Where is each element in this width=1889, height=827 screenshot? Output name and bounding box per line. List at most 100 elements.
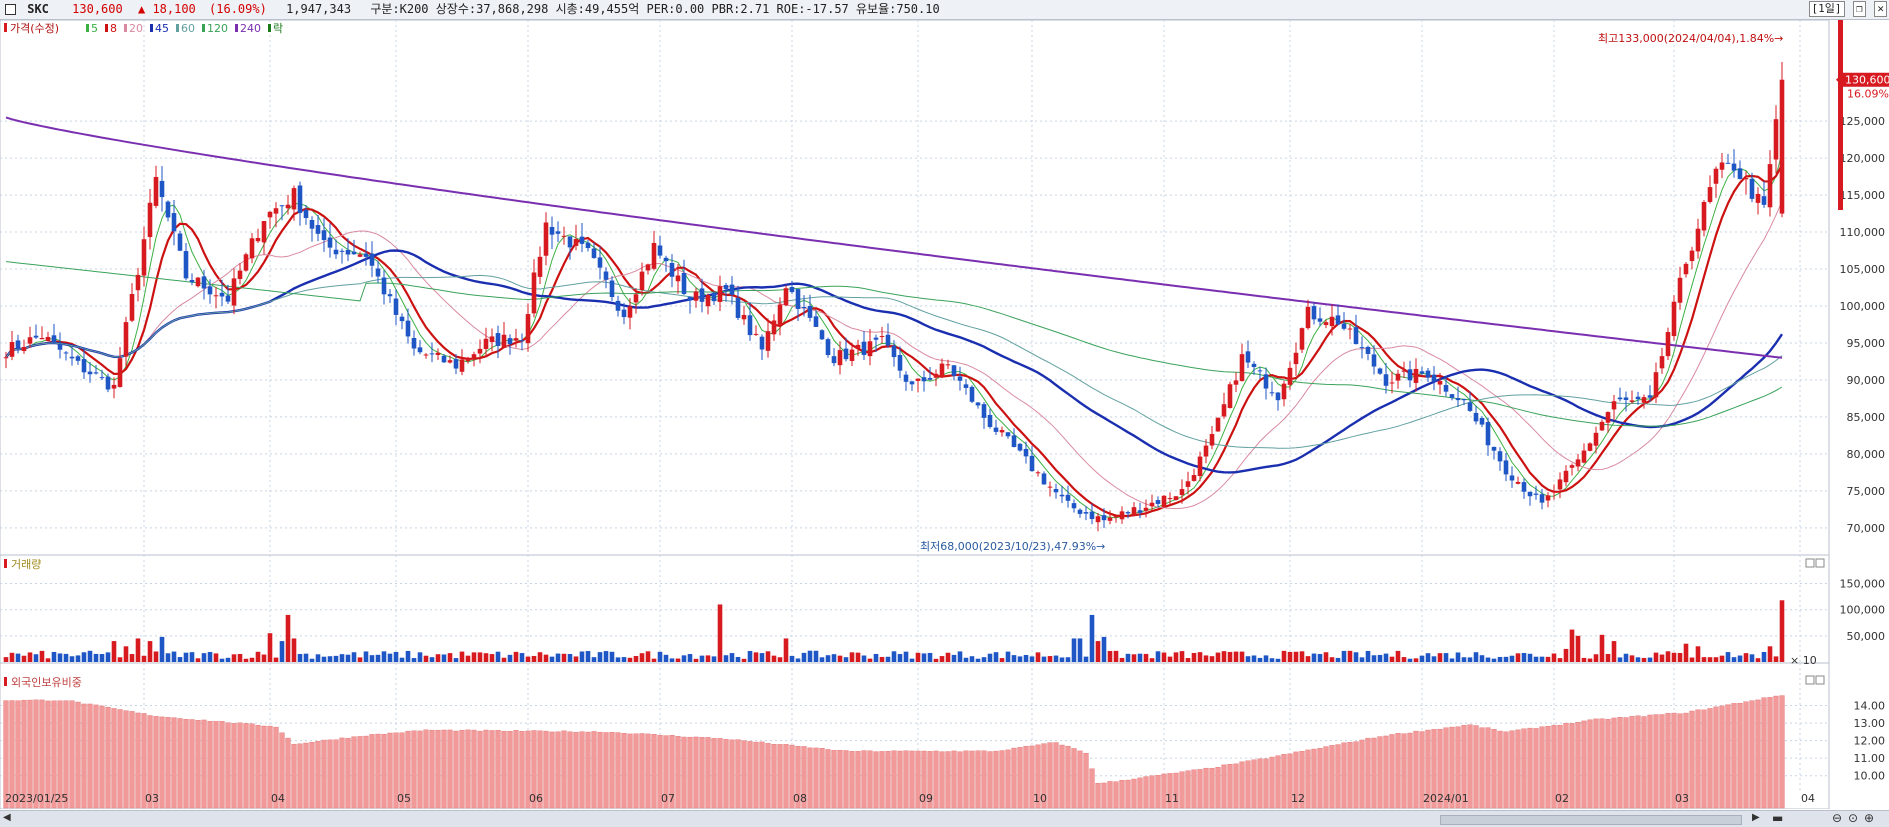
foreign-bar xyxy=(1071,748,1077,809)
foreign-bar xyxy=(1095,782,1101,809)
volume-bar xyxy=(651,658,657,662)
foreign-bar xyxy=(951,750,957,809)
volume-bar xyxy=(471,652,477,662)
volume-bar xyxy=(681,655,687,662)
volume-bar xyxy=(1155,651,1161,662)
volume-bar xyxy=(1149,658,1155,662)
foreign-bar xyxy=(519,731,525,809)
zoom-reset-icon[interactable]: ⊙ xyxy=(1848,811,1859,825)
scroll-left-icon[interactable]: ◀ xyxy=(3,812,11,823)
volume-bar xyxy=(1083,656,1089,662)
volume-bar xyxy=(1575,635,1581,662)
pane-close-icon[interactable] xyxy=(1815,558,1825,568)
volume-bar xyxy=(885,656,891,662)
foreign-bar xyxy=(1419,731,1425,809)
zoom-out-icon[interactable]: ⊖ xyxy=(1832,811,1843,825)
candle-body xyxy=(411,337,417,349)
window-menu-icon[interactable] xyxy=(5,4,16,15)
candle-body xyxy=(489,336,495,343)
zoom-in-icon[interactable]: ⊕ xyxy=(1864,811,1875,825)
volume-bar xyxy=(1677,652,1683,662)
foreign-bar xyxy=(1599,718,1605,809)
pane-restore-icon[interactable] xyxy=(1805,558,1815,568)
foreign-bar xyxy=(1227,763,1233,809)
foreign-bar xyxy=(699,737,705,809)
volume-bar xyxy=(615,657,621,662)
foreign-bar xyxy=(1521,728,1527,809)
candle-body xyxy=(783,288,789,306)
candle-body xyxy=(543,222,549,256)
candle-body xyxy=(951,365,957,376)
foreign-bar xyxy=(225,722,231,809)
zoom-slider-icon[interactable]: ▬ xyxy=(1772,811,1784,825)
foreign-bar xyxy=(435,729,441,809)
candle-body xyxy=(63,352,69,354)
volume-bar xyxy=(741,658,747,662)
pane-controls xyxy=(1805,558,1825,685)
volume-bar xyxy=(585,651,591,662)
candle-body xyxy=(57,344,63,350)
candle-body xyxy=(1455,398,1461,401)
scroll-bar[interactable]: ◀ ▶ ▬ ⊖ ⊙ ⊕ xyxy=(0,810,1889,827)
foreign-bar xyxy=(1011,747,1017,809)
volume-bar xyxy=(813,650,819,662)
candle-body xyxy=(1149,502,1155,507)
y-tick-label: 110,000 xyxy=(1840,226,1886,239)
foreign-bar xyxy=(705,737,711,809)
pane-close-icon[interactable] xyxy=(1815,675,1825,685)
candle-body xyxy=(1767,164,1773,208)
foreign-bar xyxy=(1533,728,1539,809)
candle-body xyxy=(249,238,255,259)
volume-bar xyxy=(1467,657,1473,662)
foreign-bar xyxy=(1527,727,1533,809)
foreign-bar xyxy=(927,751,933,809)
candle-body xyxy=(1389,382,1395,384)
foreign-bar xyxy=(819,748,825,809)
candle-body xyxy=(1383,374,1389,386)
volume-bar xyxy=(1413,658,1419,662)
stock-name: SKC xyxy=(27,2,49,16)
candle-body xyxy=(621,309,627,318)
candle-body xyxy=(465,358,471,362)
scroll-right-icon[interactable]: ▶ xyxy=(1752,812,1760,823)
period-button[interactable]: [1일] xyxy=(1808,1,1845,17)
close-icon[interactable]: ✕ xyxy=(1874,1,1887,17)
foreign-bar xyxy=(1143,776,1149,809)
volume-bar xyxy=(1323,652,1329,662)
price-legend: 가격(수정) 5 8 20 45 60 120 240 락 xyxy=(4,22,283,35)
pane-restore-icon[interactable] xyxy=(1805,675,1815,685)
candle-body xyxy=(561,235,567,237)
foreign-bar xyxy=(1359,739,1365,809)
volume-bar xyxy=(657,651,663,662)
foreign-bar xyxy=(417,730,423,809)
volume-bar xyxy=(1089,614,1095,662)
volume-bar xyxy=(135,638,141,662)
candle-body xyxy=(1323,322,1329,326)
scroll-thumb[interactable] xyxy=(1440,815,1742,825)
candle-body xyxy=(735,297,741,318)
volume-bar xyxy=(405,650,411,662)
candle-body xyxy=(129,293,135,321)
foreign-bar xyxy=(585,731,591,809)
candle-body xyxy=(1209,434,1215,446)
volume-bar xyxy=(1587,658,1593,662)
foreign-bar xyxy=(1311,748,1317,809)
restore-icon[interactable]: ❐ xyxy=(1853,1,1866,17)
candle-body xyxy=(1359,347,1365,349)
foreign-bar xyxy=(357,736,363,809)
foreign-bar xyxy=(561,730,567,809)
foreign-bar xyxy=(339,737,345,809)
candle-body xyxy=(909,381,915,385)
volume-bar xyxy=(669,658,675,662)
foreign-bar xyxy=(159,716,165,809)
foreign-bar xyxy=(873,751,879,809)
candle-body xyxy=(441,355,447,363)
foreign-bar xyxy=(1185,770,1191,809)
foreign-bar xyxy=(243,723,249,809)
foreign-bar xyxy=(1743,701,1749,809)
volume-bar xyxy=(381,651,387,662)
foreign-bar xyxy=(87,703,93,809)
volume-bar xyxy=(1071,638,1077,662)
foreign-bar xyxy=(1329,745,1335,809)
candle-body xyxy=(1569,465,1575,468)
